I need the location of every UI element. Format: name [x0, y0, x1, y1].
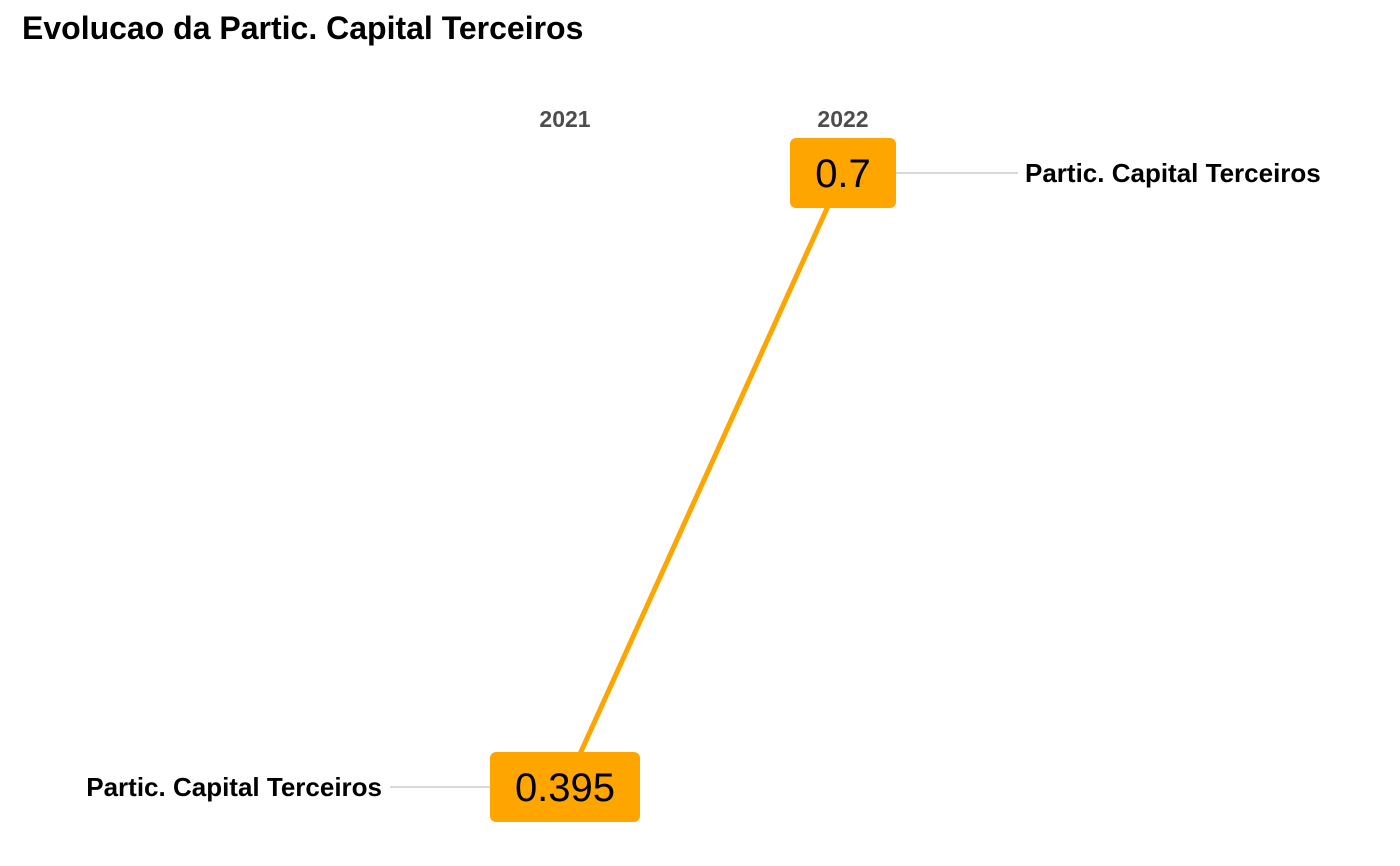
year-label-2022: 2022	[817, 106, 868, 132]
value-label-box	[490, 752, 640, 822]
value-label-text: 0.395	[515, 766, 615, 810]
year-labels: 2021 2022	[539, 106, 868, 132]
series-label-right: Partic. Capital Terceiros	[1025, 158, 1321, 188]
series-line	[562, 170, 846, 790]
value-label-2022: 0.7	[790, 138, 896, 208]
label-connectors	[390, 172, 1018, 788]
value-label-2021: 0.395	[490, 752, 640, 822]
chart-title: Evolucao da Partic. Capital Terceiros	[22, 10, 584, 46]
value-label-box	[790, 138, 896, 208]
series-lines	[562, 170, 846, 790]
year-label-2021: 2021	[539, 106, 590, 132]
value-labels: 0.395 0.7	[490, 138, 896, 822]
value-label-text: 0.7	[815, 152, 871, 196]
series-label-left: Partic. Capital Terceiros	[86, 772, 382, 802]
series-name-labels: Partic. Capital Terceiros Partic. Capital…	[86, 158, 1321, 802]
